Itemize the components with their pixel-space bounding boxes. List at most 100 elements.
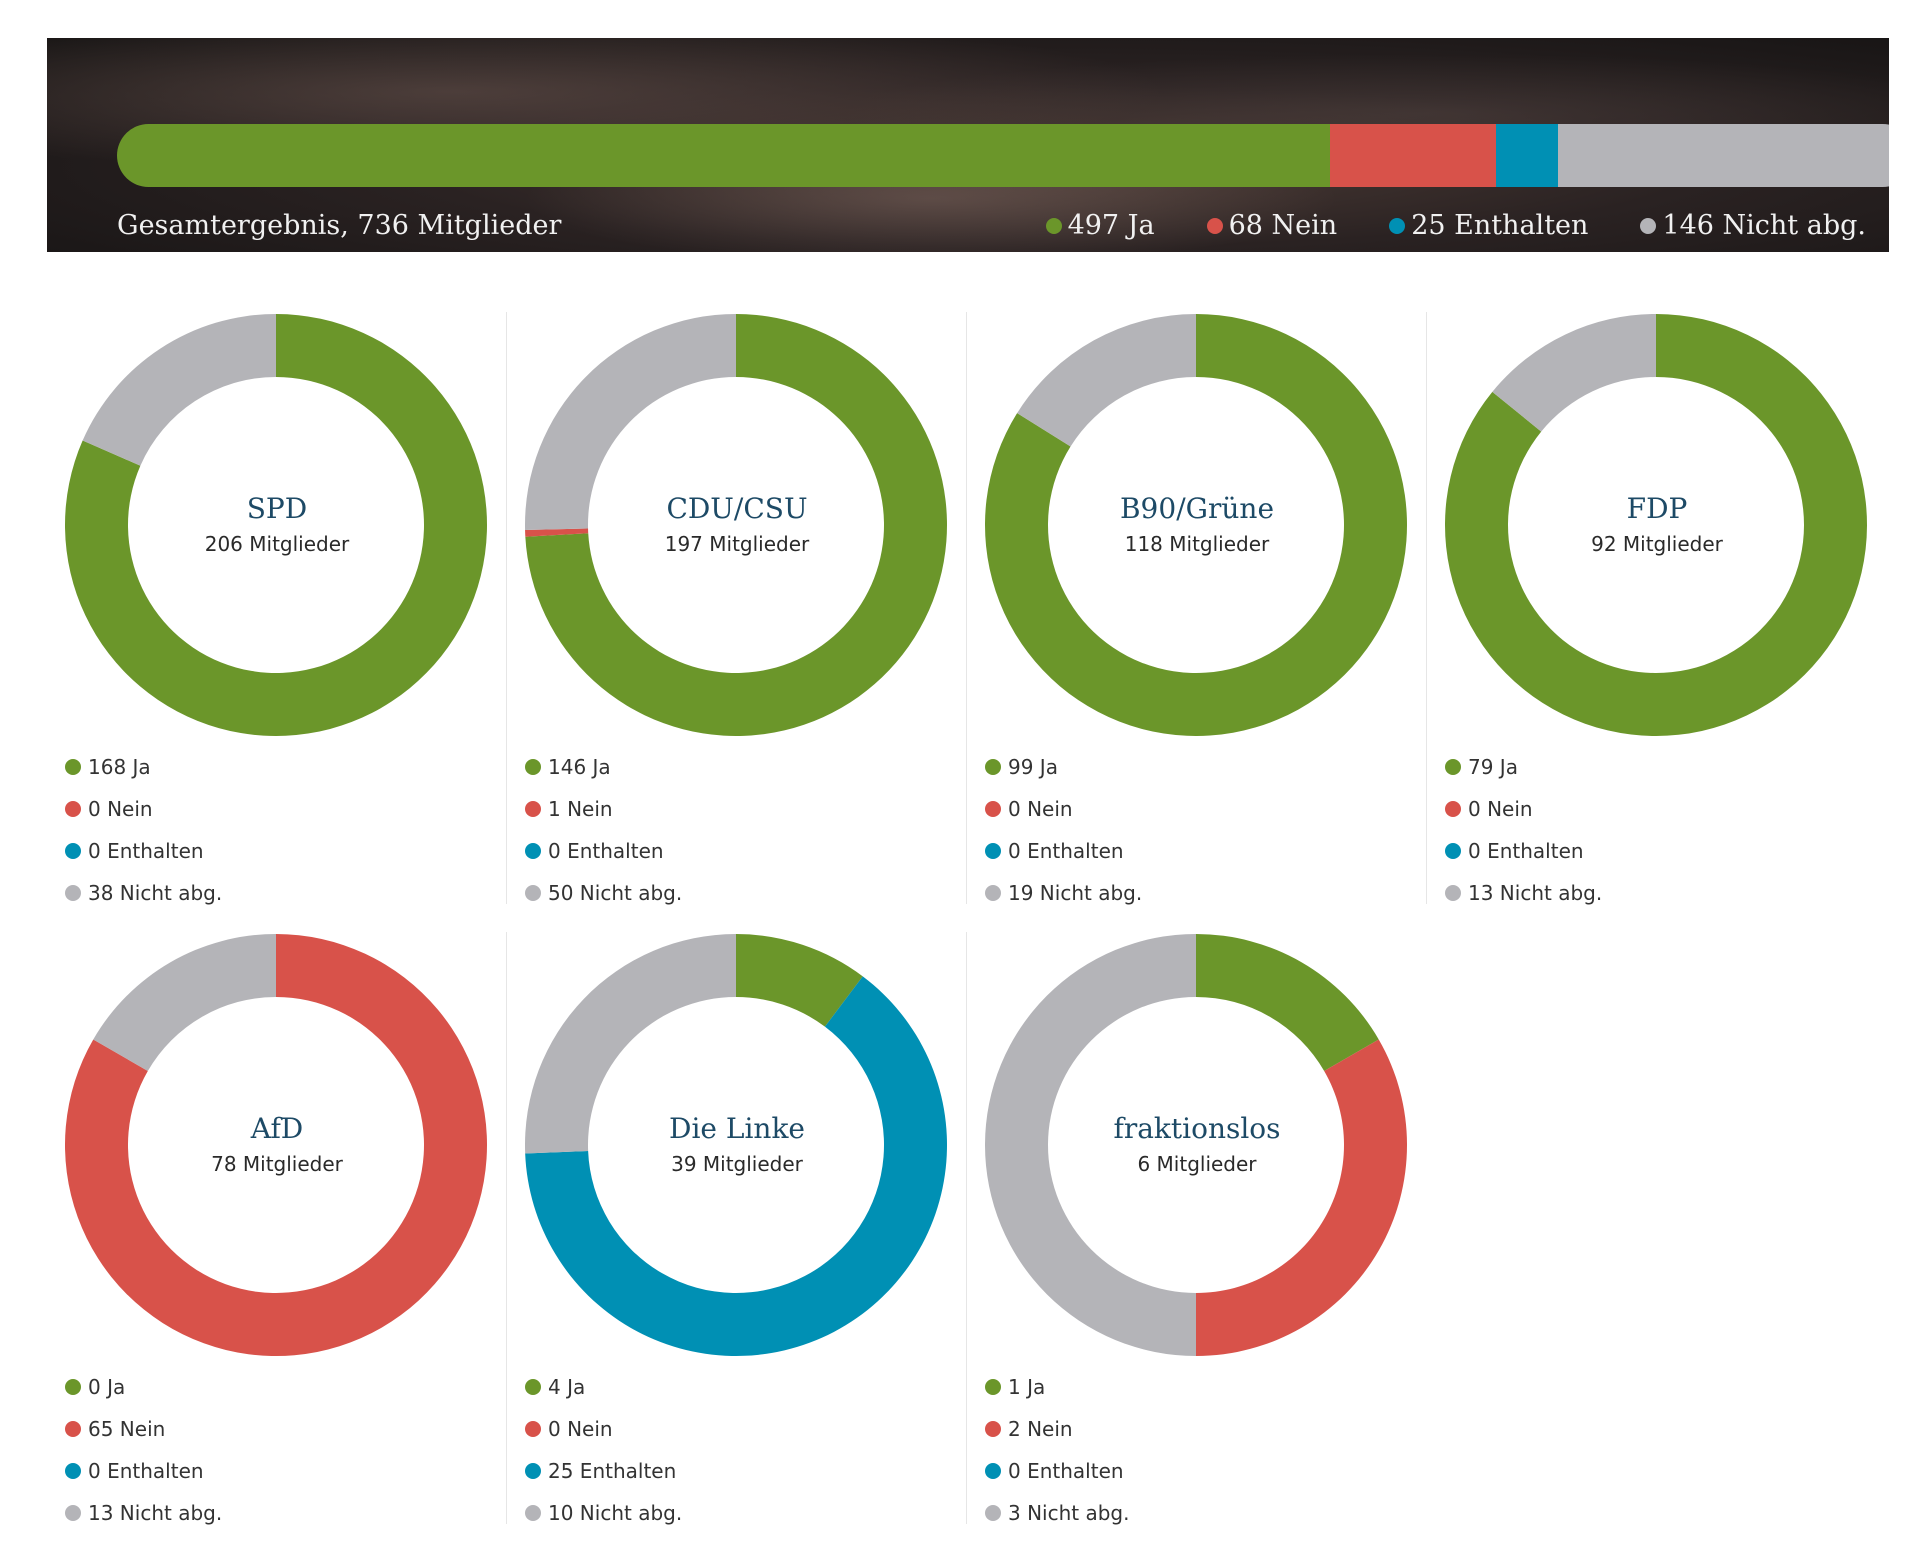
legend-item-nein: 65 Nein xyxy=(65,1408,222,1450)
donut-chart xyxy=(1445,314,1867,736)
party-legend: 4 Ja 0 Nein 25 Enthalten 10 Nicht abg. xyxy=(525,1366,682,1534)
party-name: SPD xyxy=(246,492,308,525)
legend-item-enthalten: 0 Enthalten xyxy=(1445,830,1602,872)
legend-label: 38 Nicht abg. xyxy=(88,881,223,905)
legend-label: 50 Nicht abg. xyxy=(548,881,683,905)
legend-dot xyxy=(65,885,81,901)
overall-bar-segment-enthalten xyxy=(1496,124,1558,187)
donut-slice-ja xyxy=(1445,314,1867,736)
legend-label: 497 Ja xyxy=(1067,210,1155,241)
legend-dot xyxy=(985,1463,1001,1479)
party-card: AfD 78 Mitglieder 0 Ja 65 Nein 0 Enthalten 13… xyxy=(47,932,507,1525)
legend-item-nicht: 13 Nicht abg. xyxy=(1445,872,1602,914)
legend-label: 0 Ja xyxy=(88,1375,126,1399)
donut-slice-ja xyxy=(985,314,1407,736)
donut-slice-enthalten xyxy=(525,976,947,1356)
overall-legend-item-nein: 68 Nein xyxy=(1206,210,1337,241)
legend-label: 0 Enthalten xyxy=(1008,839,1124,863)
legend-label: 146 Ja xyxy=(548,755,611,779)
legend-label: 1 Ja xyxy=(1008,1375,1046,1399)
card-divider xyxy=(966,312,967,904)
legend-dot xyxy=(985,801,1001,817)
legend-item-ja: 168 Ja xyxy=(65,746,222,788)
party-name: FDP xyxy=(1626,492,1688,525)
legend-label: 0 Nein xyxy=(1468,797,1533,821)
legend-item-nicht: 10 Nicht abg. xyxy=(525,1492,682,1534)
party-card: SPD 206 Mitglieder 168 Ja 0 Nein 0 Enthalten… xyxy=(47,312,507,905)
party-members: 206 Mitglieder xyxy=(204,532,350,556)
donut-slice-ja xyxy=(525,314,947,736)
overall-bar-segment-ja xyxy=(117,124,1331,187)
party-name: CDU/CSU xyxy=(666,492,808,525)
donut-slice-nicht xyxy=(93,934,276,1071)
legend-item-ja: 99 Ja xyxy=(985,746,1142,788)
overall-caption: Gesamtergebnis, 736 Mitglieder xyxy=(117,210,562,241)
legend-label: 79 Ja xyxy=(1468,755,1518,779)
legend-item-enthalten: 25 Enthalten xyxy=(525,1450,682,1492)
party-legend: 99 Ja 0 Nein 0 Enthalten 19 Nicht abg. xyxy=(985,746,1142,914)
donut-chart xyxy=(985,314,1407,736)
legend-dot xyxy=(1445,885,1461,901)
party-legend: 168 Ja 0 Nein 0 Enthalten 38 Nicht abg. xyxy=(65,746,222,914)
donut-chart xyxy=(525,314,947,736)
legend-item-ja: 146 Ja xyxy=(525,746,682,788)
legend-label: 0 Enthalten xyxy=(88,1459,204,1483)
legend-item-ja: 1 Ja xyxy=(985,1366,1129,1408)
party-card: B90/Grüne 118 Mitglieder 99 Ja 0 Nein 0 Enth… xyxy=(967,312,1427,905)
overall-legend: 497 Ja 68 Nein 25 Enthalten 146 Nicht abg. xyxy=(1045,210,1866,241)
overall-result-banner: Gesamtergebnis, 736 Mitglieder 497 Ja 68 … xyxy=(47,38,1889,252)
legend-dot xyxy=(65,1421,81,1437)
legend-dot xyxy=(1045,217,1062,234)
legend-label: 13 Nicht abg. xyxy=(1468,881,1603,905)
legend-dot xyxy=(1206,217,1223,234)
card-divider xyxy=(506,932,507,1524)
legend-label: 13 Nicht abg. xyxy=(88,1501,223,1525)
legend-dot xyxy=(65,801,81,817)
party-members: 39 Mitglieder xyxy=(671,1152,803,1176)
legend-item-nicht: 50 Nicht abg. xyxy=(525,872,682,914)
legend-dot xyxy=(1445,801,1461,817)
donut-slice-nicht xyxy=(525,314,736,531)
legend-dot xyxy=(985,885,1001,901)
legend-label: 2 Nein xyxy=(1008,1417,1073,1441)
legend-label: 168 Ja xyxy=(88,755,151,779)
legend-dot xyxy=(985,759,1001,775)
party-card: CDU/CSU 197 Mitglieder 146 Ja 1 Nein 0 Entha… xyxy=(507,312,967,905)
legend-dot xyxy=(525,1463,541,1479)
legend-label: 0 Enthalten xyxy=(1008,1459,1124,1483)
legend-dot xyxy=(65,843,81,859)
donut-chart xyxy=(525,934,947,1356)
legend-item-enthalten: 0 Enthalten xyxy=(985,830,1142,872)
legend-dot xyxy=(65,1379,81,1395)
party-members: 118 Mitglieder xyxy=(1124,532,1270,556)
legend-item-ja: 79 Ja xyxy=(1445,746,1602,788)
donut-slice-nein xyxy=(65,934,487,1356)
donut-slice-nicht xyxy=(1492,314,1656,432)
legend-item-enthalten: 0 Enthalten xyxy=(65,830,222,872)
legend-item-nein: 2 Nein xyxy=(985,1408,1129,1450)
legend-label: 99 Ja xyxy=(1008,755,1058,779)
legend-dot xyxy=(525,1505,541,1521)
legend-dot xyxy=(525,1379,541,1395)
party-name: B90/Grüne xyxy=(1119,492,1275,525)
card-divider xyxy=(966,932,967,1524)
legend-dot xyxy=(1445,759,1461,775)
legend-label: 0 Nein xyxy=(548,1417,613,1441)
legend-dot xyxy=(1640,217,1657,234)
legend-item-nein: 0 Nein xyxy=(65,788,222,830)
overall-legend-item-ja: 497 Ja xyxy=(1045,210,1155,241)
legend-label: 0 Enthalten xyxy=(548,839,664,863)
donut-slice-ja xyxy=(65,314,487,736)
donut-slice-ja xyxy=(736,934,863,1027)
legend-dot xyxy=(985,1505,1001,1521)
legend-dot xyxy=(525,843,541,859)
overall-stacked-bar xyxy=(117,124,1889,187)
legend-item-nein: 0 Nein xyxy=(1445,788,1602,830)
legend-label: 10 Nicht abg. xyxy=(548,1501,683,1525)
party-name: fraktionslos xyxy=(1113,1112,1281,1145)
overall-legend-item-enthalten: 25 Enthalten xyxy=(1389,210,1588,241)
party-card: Die Linke 39 Mitglieder 4 Ja 0 Nein 25 Entha… xyxy=(507,932,967,1525)
legend-label: 0 Nein xyxy=(88,797,153,821)
legend-dot xyxy=(985,1421,1001,1437)
party-members: 78 Mitglieder xyxy=(211,1152,343,1176)
